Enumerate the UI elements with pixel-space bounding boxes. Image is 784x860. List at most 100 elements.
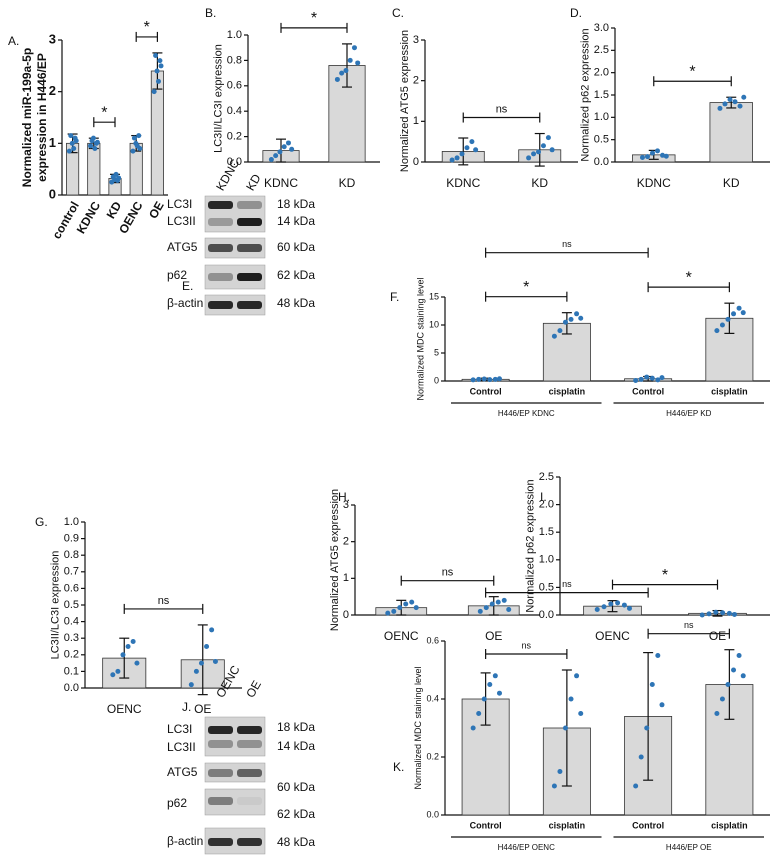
blot-band [237, 797, 262, 805]
data-point [608, 601, 614, 607]
y-tick-label: 2 [343, 536, 349, 548]
data-point [594, 606, 600, 612]
x-tick-label: cisplatin [711, 386, 748, 396]
data-point [574, 311, 580, 317]
data-point [193, 668, 199, 674]
panel-label: H. [338, 490, 350, 504]
data-point [706, 611, 712, 617]
data-point [492, 376, 498, 382]
blot-membrane [204, 264, 266, 290]
data-point [403, 601, 409, 607]
data-point [385, 610, 391, 616]
y-axis-label: LC3II/LC3I expression [213, 44, 225, 153]
blot-band [237, 726, 262, 734]
size-label: 14 kDa [277, 739, 315, 753]
x-tick-label: OE [709, 629, 726, 643]
y-axis-label: Normalized MDC staining level [413, 666, 423, 789]
significance-label: ns [562, 579, 572, 589]
y-tick-label: 0.3 [64, 632, 79, 644]
lane-label: KDNC [213, 156, 242, 193]
y-axis-label: Normalized MDC staining level [415, 277, 425, 400]
x-tick-label: Control [470, 820, 502, 830]
blot-membrane [204, 237, 266, 259]
data-point [644, 374, 650, 380]
data-point [574, 673, 580, 679]
data-point [732, 99, 738, 105]
data-point [731, 667, 737, 673]
data-point [73, 138, 79, 144]
data-point [113, 171, 119, 177]
data-point [68, 133, 74, 139]
size-label: 60 kDa [277, 780, 315, 794]
data-point [470, 725, 476, 731]
size-label: 18 kDa [277, 720, 315, 734]
size-label: 60 kDa [277, 240, 315, 254]
data-point [737, 103, 743, 109]
data-point [660, 152, 666, 158]
data-point [473, 147, 479, 153]
blot-band [208, 301, 233, 309]
data-point [638, 754, 644, 760]
data-point [726, 610, 732, 616]
y-tick-label: 0.4 [227, 105, 242, 117]
y-tick-label: 10 [429, 319, 439, 329]
data-point [92, 146, 98, 151]
data-point [699, 612, 705, 618]
y-tick-label: 1.5 [539, 526, 554, 538]
y-tick-label: 0.0 [426, 809, 439, 819]
data-point [741, 94, 747, 100]
blot-membrane [204, 788, 266, 816]
significance-label: * [101, 104, 107, 121]
protein-label: p62 [167, 268, 187, 282]
data-point [492, 673, 498, 679]
data-point [655, 148, 661, 154]
data-point [659, 702, 665, 708]
data-point [663, 153, 669, 159]
data-point [545, 135, 551, 141]
data-point [578, 315, 584, 321]
error-bar [197, 624, 208, 696]
data-point [481, 696, 487, 702]
y-axis-label: Normalized ATG5 expression [329, 489, 341, 631]
y-tick-label: 15 [429, 291, 439, 301]
y-tick-label: 3.0 [594, 22, 609, 34]
data-point [134, 660, 140, 666]
data-point [277, 149, 283, 155]
data-point [551, 783, 557, 789]
data-point [188, 682, 194, 688]
y-tick-label: 0.6 [227, 80, 242, 92]
y-tick-label: 0.8 [227, 54, 242, 66]
data-point [626, 605, 632, 611]
data-point [725, 316, 731, 322]
y-tick-label: 3 [343, 499, 349, 511]
data-point [501, 597, 507, 603]
y-tick-label: 2 [413, 75, 419, 87]
group-label: H446/EP OENC [498, 843, 555, 852]
data-point [459, 151, 465, 157]
blot-band [237, 301, 262, 309]
data-point [506, 607, 512, 612]
data-point [343, 68, 349, 74]
blot-band [237, 244, 262, 252]
data-point [731, 311, 737, 317]
data-point [347, 57, 353, 63]
data-point [88, 143, 94, 149]
y-tick-label: 0 [343, 609, 349, 621]
blot-membrane [204, 762, 266, 783]
y-tick-label: 1.0 [64, 516, 79, 528]
data-point [549, 147, 555, 153]
data-point [212, 658, 218, 664]
data-point [66, 148, 72, 154]
data-point [273, 153, 279, 159]
data-point [71, 146, 77, 151]
data-point [540, 143, 546, 149]
y-tick-label: 0.6 [426, 635, 439, 645]
y-tick-label: 1 [343, 572, 349, 584]
y-axis-label: Normalized miR-199a-5p [20, 48, 34, 187]
data-point [481, 376, 487, 382]
y-tick-label: 0 [413, 156, 419, 168]
data-point [655, 653, 661, 658]
data-point [397, 605, 403, 611]
data-point [130, 148, 136, 154]
